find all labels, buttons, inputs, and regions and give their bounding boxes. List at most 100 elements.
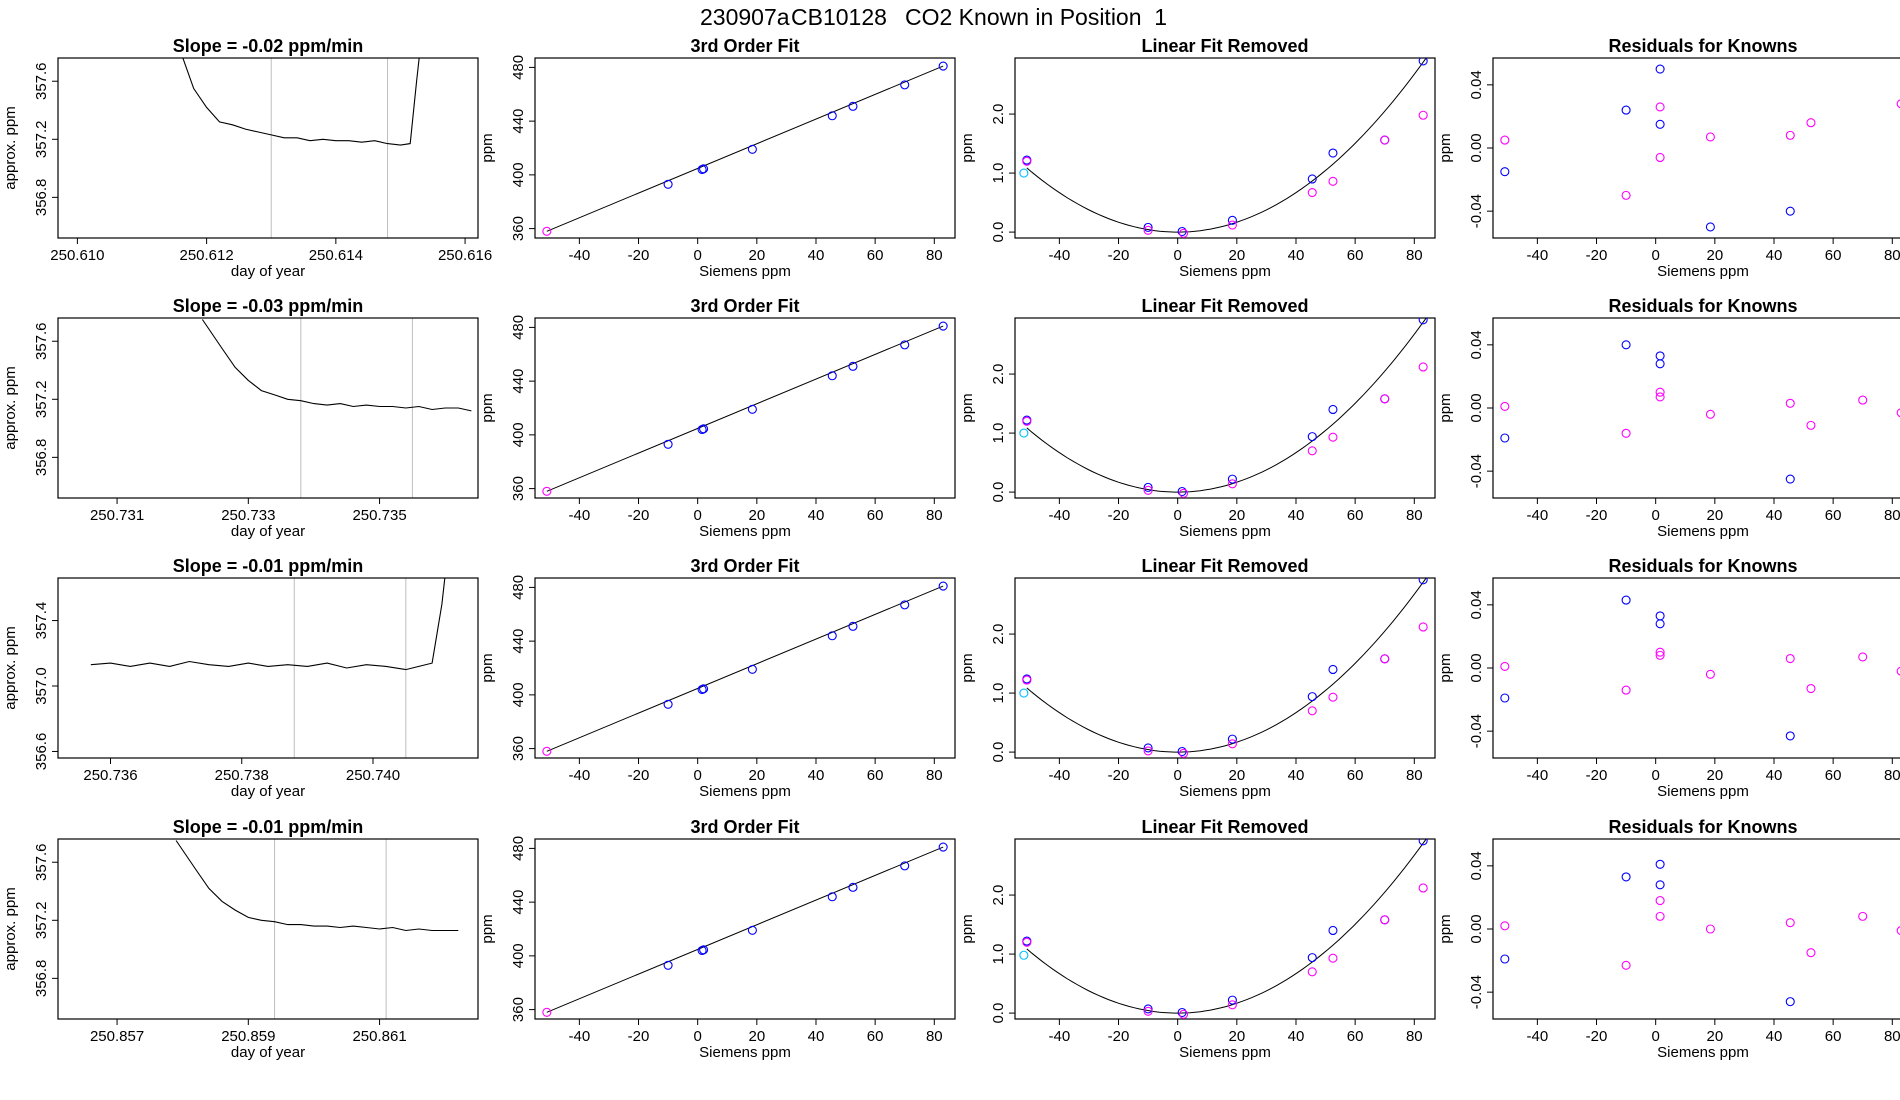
panel-r3-c1-ylabel: approx. ppm xyxy=(2,626,19,709)
panel-r3-c4-point-2 xyxy=(1500,693,1510,703)
panel-r2-c3-xtick-label-7: 80 xyxy=(1406,507,1423,524)
panel-r3-c4-point-13 xyxy=(1858,652,1868,662)
panel-r3-c3-point-6 xyxy=(1177,746,1187,757)
panel-r4-c2-point-8 xyxy=(900,861,910,871)
panel-r4-c2-point-6 xyxy=(827,892,837,902)
panel-r4-c4-point-14 xyxy=(1896,926,1900,935)
panel-r2-c3-xlabel: Siemens ppm xyxy=(1179,523,1271,540)
panel-r1-c3-xtick-label-5: 40 xyxy=(1288,247,1305,264)
panel-r3-c2-plot-frame xyxy=(534,577,956,759)
panel-r1-c3: Linear Fit Removed -40 -20 0 20 40 60 80 0.0 1.0 2… xyxy=(959,36,1436,280)
panel-r2-c2-xtick-label-1: -40 xyxy=(569,507,591,524)
panel-r1-c1-trace-line xyxy=(182,58,420,146)
panel-r1-c1-xtick-label-3: 250.614 xyxy=(309,247,363,264)
panel-r2-c4-plot-frame xyxy=(1492,317,1900,499)
panel-r3-c2-xtick-label-3: 0 xyxy=(694,767,702,784)
panel-r3-c2-point-8 xyxy=(900,600,910,610)
panel-r2-c4-point-6 xyxy=(1655,359,1665,369)
panel-r4-c1-title: Slope = -0.01 ppm/min xyxy=(173,817,364,837)
panel-r2-c2-xtick-label-4: 20 xyxy=(748,507,765,524)
panel-r1-c4-xtick-label-3: 0 xyxy=(1652,247,1660,264)
panel-r3-c1-data-area xyxy=(90,578,446,671)
panel-r2-c2-fit-line xyxy=(546,325,944,492)
panel-r2-c3-xtick-label-3: 0 xyxy=(1174,507,1182,524)
panel-r1-c3-point-10 xyxy=(1307,174,1317,184)
panel-r3-c2-point-6 xyxy=(827,631,837,641)
panel-r3-c3-xtick-label-4: 20 xyxy=(1228,767,1245,784)
panel-r3-c3: Linear Fit Removed -40 -20 0 20 40 60 80 0.0 1.0 2… xyxy=(959,556,1436,800)
panel-r4-c4: Residuals for Knowns -40 -20 0 20 40 60 80 -0.04… xyxy=(1437,817,1900,1061)
panel-r2-c4-point-14 xyxy=(1896,408,1900,418)
panel-r4-c2-point-9 xyxy=(938,842,948,852)
panel-r1-c4-ylabel: ppm xyxy=(1437,133,1454,162)
panel-r1-c4-xtick-label-6: 60 xyxy=(1825,247,1842,264)
panel-r1-c3-xtick-label-1: -40 xyxy=(1049,247,1071,264)
panel-r3-c3-xtick-label-5: 40 xyxy=(1288,767,1305,784)
panel-r1-c1-xlabel: day of year xyxy=(231,263,305,280)
panel-r4-c4-point-2 xyxy=(1500,954,1510,964)
panel-r4-c3-point-2 xyxy=(1022,937,1032,947)
panel-r1-c3-ytick-label-1: 0.0 xyxy=(990,222,1007,243)
panel-r3-c3-plot-frame xyxy=(1014,577,1436,759)
panel-r3-c2-point-9 xyxy=(938,581,948,591)
panel-r2-c4-point-2 xyxy=(1500,433,1510,443)
panel-r4-c2-ytick-label-4: 480 xyxy=(510,836,527,861)
panel-r2-c4-ytick-label-1: -0.04 xyxy=(1468,454,1485,488)
panel-r2-c4-xtick-label-7: 80 xyxy=(1884,507,1900,524)
panel-r2-c4-xtick-label-4: 20 xyxy=(1706,507,1723,524)
panel-r2-c1-trace-line xyxy=(201,319,472,412)
panel-r1-c3-point-15 xyxy=(1380,135,1390,145)
panel-r4-c4-xtick-label-3: 0 xyxy=(1652,1028,1660,1045)
panel-r1-c3-point-17 xyxy=(1418,110,1428,120)
panel-r4-c3-point-8 xyxy=(1227,995,1237,1005)
panel-r1-c3-ytick-label-2: 1.0 xyxy=(990,163,1007,184)
panel-r2-c2-point-6 xyxy=(827,371,837,381)
panel-r3-c2-title: 3rd Order Fit xyxy=(690,556,799,576)
panel-r1-c4-plot-frame xyxy=(1492,57,1900,239)
panel-r1-c4-ytick-label-1: -0.04 xyxy=(1468,194,1485,228)
panel-r2-c2-point-8 xyxy=(900,340,910,350)
panel-r1-c3-point-3 xyxy=(1019,168,1029,178)
panel-r4-c2-point-2 xyxy=(663,960,673,970)
panel-r1-c4-point-7 xyxy=(1655,119,1665,129)
panel-r1-c1: Slope = -0.02 ppm/min 250.610 250.612 250.6… xyxy=(2,36,492,280)
panel-r2-c2-data-area xyxy=(542,321,948,496)
panel-r2-c3-point-13 xyxy=(1328,432,1338,442)
panel-r1-c3-point-12 xyxy=(1328,148,1338,158)
panel-r1-c1-data-area xyxy=(182,58,420,146)
panel-r1-c2-point-8 xyxy=(900,80,910,90)
panel-r4-c2-title: 3rd Order Fit xyxy=(690,817,799,837)
panel-r3-c4-ytick-label-1: -0.04 xyxy=(1468,714,1485,748)
panel-r4-c4-point-10 xyxy=(1785,918,1795,928)
panel-r2-c3-point-2 xyxy=(1022,416,1032,426)
figure-title-tank: CB10128 xyxy=(791,4,887,30)
panel-r4-c3-point-3 xyxy=(1019,950,1029,960)
panel-r1-c2-point-5 xyxy=(747,144,757,154)
panel-r2-c4-ylabel: ppm xyxy=(1437,393,1454,422)
panel-r4-c4-point-5 xyxy=(1655,859,1665,869)
panel-r1-c2-point-4 xyxy=(699,164,709,174)
panel-r1-c4-data-area xyxy=(1500,64,1900,232)
panel-r3-c1-plot-frame xyxy=(57,577,479,759)
panel-r2-c4-point-13 xyxy=(1858,395,1868,405)
panel-r4-c3-ytick-label-3: 2.0 xyxy=(990,885,1007,906)
panel-r3-c4-point-10 xyxy=(1785,653,1795,664)
panel-r3-c3-point-2 xyxy=(1022,675,1032,685)
panel-r4-c4-plot-frame xyxy=(1492,838,1900,1020)
panel-r3-c3-point-8 xyxy=(1227,734,1237,744)
panel-r1-c2-xlabel: Siemens ppm xyxy=(699,263,791,280)
panel-r2-c3-title: Linear Fit Removed xyxy=(1141,296,1308,316)
panel-r3-c3-ytick-label-1: 0.0 xyxy=(990,742,1007,763)
panel-r1-c4-point-5 xyxy=(1655,64,1665,74)
panel-r3-c2-point-2 xyxy=(663,699,673,709)
panel-r4-c2: 3rd Order Fit -40 -20 0 20 40 60 80 360 400 440 480… xyxy=(479,817,956,1061)
panel-r4-c1-ytick-label-2: 357.2 xyxy=(33,902,50,940)
panel-r3-c2-xtick-label-1: -40 xyxy=(569,767,591,784)
panel-r2-c3-point-8 xyxy=(1227,474,1237,484)
panel-r3-c2-xtick-label-5: 40 xyxy=(808,767,825,784)
panel-r1-c1-ytick-label-1: 356.8 xyxy=(33,179,50,217)
panel-r2-c3-plot-frame xyxy=(1014,317,1436,499)
panel-r3-c2-ytick-label-4: 480 xyxy=(510,575,527,600)
panel-r4-c3-xtick-label-3: 0 xyxy=(1174,1028,1182,1045)
panel-r2-c2-point-1 xyxy=(542,486,552,496)
